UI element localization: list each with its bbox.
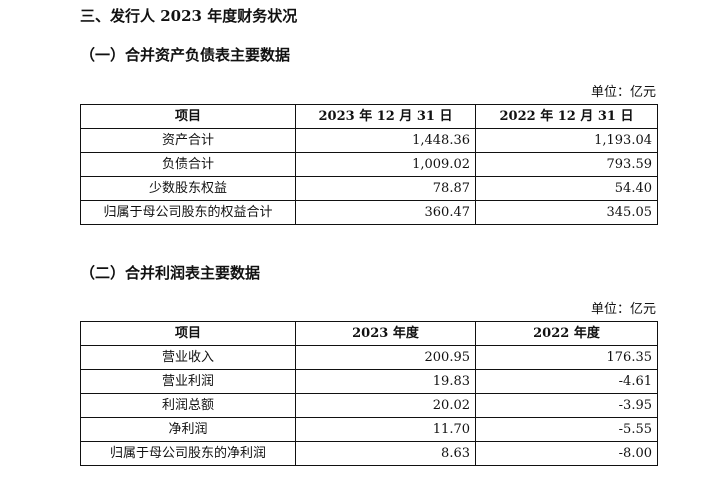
column-header-2023: 2023 年度 [295,321,476,346]
table-row: 营业利润 19.83 -4.61 [80,369,658,394]
table-row: 营业收入 200.95 176.35 [80,345,658,370]
row-value-2023: 1,009.02 [295,152,476,177]
row-item: 营业利润 [80,369,296,394]
row-item: 归属于母公司股东的权益合计 [80,200,296,225]
row-value-2023: 20.02 [295,393,476,418]
row-item: 净利润 [80,417,296,442]
table-row: 少数股东权益 78.87 54.40 [80,176,658,201]
row-value-2023: 360.47 [295,200,476,225]
row-value-2023: 200.95 [295,345,476,370]
table-row: 资产合计 1,448.36 1,193.04 [80,128,658,153]
row-value-2023: 11.70 [295,417,476,442]
row-item: 负债合计 [80,152,296,177]
column-header-item: 项目 [80,104,296,129]
row-item: 营业收入 [80,345,296,370]
column-header-2023: 2023 年 12 月 31 日 [295,104,476,129]
row-item: 资产合计 [80,128,296,153]
row-value-2022: -4.61 [475,369,658,394]
row-value-2022: 793.59 [475,152,658,177]
table-row: 归属于母公司股东的权益合计 360.47 345.05 [80,200,658,225]
row-value-2022: -3.95 [475,393,658,418]
row-value-2023: 1,448.36 [295,128,476,153]
row-item: 归属于母公司股东的净利润 [80,441,296,466]
row-item: 少数股东权益 [80,176,296,201]
balance-sheet-title: （一）合并资产负债表主要数据 [80,46,291,64]
row-value-2023: 8.63 [295,441,476,466]
row-value-2022: 54.40 [475,176,658,201]
income-statement-title: （二）合并利润表主要数据 [80,264,261,282]
row-item: 利润总额 [80,393,296,418]
column-header-2022: 2022 年 12 月 31 日 [475,104,658,129]
row-value-2022: 1,193.04 [475,128,658,153]
row-value-2022: -5.55 [475,417,658,442]
income-statement-unit: 单位：亿元 [590,302,656,317]
table-row: 净利润 11.70 -5.55 [80,417,658,442]
row-value-2022: -8.00 [475,441,658,466]
row-value-2023: 78.87 [295,176,476,201]
row-value-2022: 176.35 [475,345,658,370]
table-row: 利润总额 20.02 -3.95 [80,393,658,418]
column-header-2022: 2022 年度 [475,321,658,346]
column-header-item: 项目 [80,321,296,346]
table-header-row: 项目 2023 年 12 月 31 日 2022 年 12 月 31 日 [80,104,658,129]
row-value-2023: 19.83 [295,369,476,394]
balance-sheet-unit: 单位：亿元 [590,85,656,100]
balance-sheet-table: 项目 2023 年 12 月 31 日 2022 年 12 月 31 日 资产合… [80,104,658,225]
row-value-2022: 345.05 [475,200,658,225]
table-row: 负债合计 1,009.02 793.59 [80,152,658,177]
section-title: 三、发行人 2023 年度财务状况 [80,7,298,25]
table-row: 归属于母公司股东的净利润 8.63 -8.00 [80,441,658,466]
income-statement-table: 项目 2023 年度 2022 年度 营业收入 200.95 176.35 营业… [80,321,658,466]
table-header-row: 项目 2023 年度 2022 年度 [80,321,658,346]
